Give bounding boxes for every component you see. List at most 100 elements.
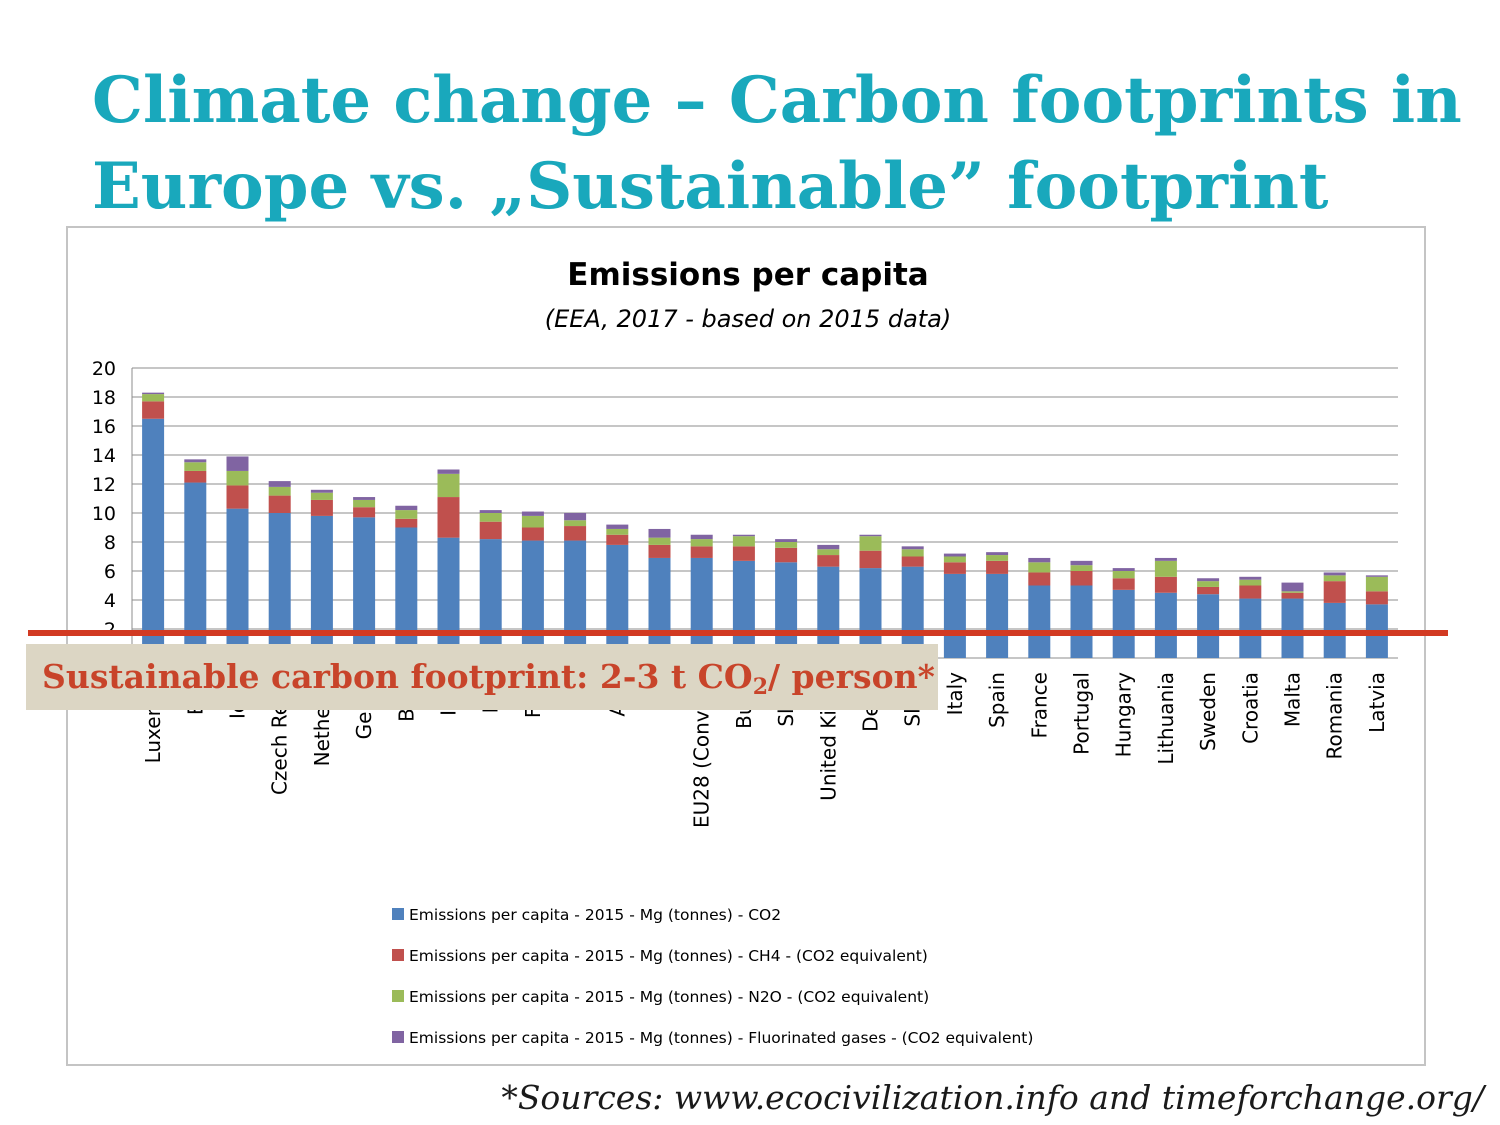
chart-frame: Emissions per capita (EEA, 2017 - based …	[66, 226, 1426, 1066]
bar-segment	[268, 481, 291, 487]
bar-segment	[142, 392, 165, 395]
bar-segment	[142, 394, 165, 402]
bar-segment	[732, 534, 755, 537]
bar-segment	[184, 470, 207, 483]
bar-segment	[395, 510, 418, 519]
bar-segment	[732, 536, 755, 547]
bar-segment	[353, 497, 376, 500]
sustainable-footprint-label: Sustainable carbon footprint: 2-3 t CO2/…	[42, 650, 935, 714]
bar-segment	[1070, 565, 1093, 571]
bar-segment	[521, 515, 544, 528]
bar-segment	[1154, 557, 1177, 561]
x-category-label: France	[1027, 672, 1051, 739]
chart-title: Emissions per capita	[567, 257, 928, 293]
y-tick-label: 20	[92, 358, 116, 380]
y-tick-label: 6	[104, 561, 116, 583]
bar-segment	[226, 456, 249, 471]
bar-segment	[1154, 576, 1177, 593]
legend-swatch	[392, 1031, 404, 1043]
x-category-label: Croatia	[1238, 672, 1262, 744]
bar-segment	[1281, 591, 1304, 593]
bar-segment	[1365, 575, 1388, 577]
bar-segment	[437, 473, 460, 498]
co2-subscript: 2	[752, 674, 768, 700]
sustainable-threshold-line	[28, 630, 1448, 636]
bar-segment	[690, 557, 713, 658]
bar-segment	[1281, 582, 1304, 592]
bar-segment	[268, 495, 291, 513]
legend-label: Emissions per capita - 2015 - Mg (tonnes…	[409, 947, 928, 965]
bar-segment	[859, 536, 882, 551]
bar-segment	[226, 470, 249, 486]
bar-segment	[564, 540, 587, 658]
bar-segment	[479, 513, 502, 522]
sustainable-footprint-text: Sustainable carbon footprint: 2-3 t CO	[42, 657, 753, 696]
bar-segment	[901, 546, 924, 550]
bar-segment	[859, 550, 882, 569]
bar-segment	[1028, 557, 1051, 563]
x-category-label: Italy	[943, 672, 967, 716]
bar-segment	[1070, 571, 1093, 586]
y-tick-label: 8	[104, 532, 116, 554]
bar-segment	[564, 520, 587, 527]
bar-segment	[943, 573, 966, 658]
bar-segment	[310, 515, 333, 658]
sustainable-footprint-banner	[26, 644, 938, 710]
bar-segment	[521, 511, 544, 516]
bar-segment	[648, 537, 671, 545]
bar-segment	[817, 549, 840, 556]
bar-segment	[1028, 572, 1051, 586]
bar-segment	[1323, 581, 1346, 603]
bar-segment	[479, 521, 502, 540]
bar-segment	[817, 544, 840, 550]
bar-segment	[690, 546, 713, 558]
bar-segment	[1070, 560, 1093, 566]
bar-segment	[226, 485, 249, 509]
bar-segment	[1028, 562, 1051, 573]
bar-segment	[859, 534, 882, 537]
bar-segment	[1281, 592, 1304, 599]
bar-segment	[648, 544, 671, 558]
bar-segment	[564, 513, 587, 521]
bar-segment	[943, 553, 966, 557]
bar-segment	[395, 518, 418, 528]
bar-segment	[353, 507, 376, 518]
bar-segment	[1239, 598, 1262, 658]
bar-segment	[1239, 576, 1262, 580]
bar-segment	[395, 505, 418, 511]
bar-segment	[817, 555, 840, 567]
bar-segment	[1028, 585, 1051, 658]
x-category-label: Portugal	[1070, 672, 1094, 755]
bar-segment	[775, 542, 798, 548]
bar-segment	[1154, 560, 1177, 577]
chart-subtitle: (EEA, 2017 - based on 2015 data)	[545, 305, 952, 333]
x-category-label: Romania	[1323, 672, 1347, 759]
bar-segment	[986, 560, 1009, 574]
bar-segment	[690, 539, 713, 547]
bar-segment	[606, 528, 629, 535]
x-category-label: Malta	[1281, 672, 1305, 727]
bar-segment	[353, 499, 376, 508]
x-category-label: Lithuania	[1154, 672, 1178, 765]
bar-segment	[775, 539, 798, 542]
bar-segment	[1365, 576, 1388, 592]
bar-segment	[395, 527, 418, 658]
x-category-label: Hungary	[1112, 672, 1136, 758]
bar-segment	[1365, 591, 1388, 605]
y-tick-label: 4	[104, 590, 116, 612]
sources-note: *Sources: www.ecocivilization.info and t…	[501, 1078, 1484, 1117]
bar-segment	[437, 497, 460, 538]
bar-segment	[310, 489, 333, 493]
bar-segment	[690, 534, 713, 540]
legend-swatch	[392, 908, 404, 920]
sustainable-footprint-unit: / person*	[768, 657, 935, 696]
bar-segment	[142, 401, 165, 419]
bar-segment	[901, 549, 924, 557]
bar-segment	[901, 556, 924, 567]
bar-segment	[479, 539, 502, 658]
y-tick-label: 14	[92, 445, 116, 467]
bar-segment	[310, 492, 333, 500]
legend-label: Emissions per capita - 2015 - Mg (tonnes…	[409, 1029, 1033, 1047]
slide-title-line1: Climate change – Carbon footprints in	[92, 63, 1462, 138]
bar-segment	[226, 508, 249, 658]
